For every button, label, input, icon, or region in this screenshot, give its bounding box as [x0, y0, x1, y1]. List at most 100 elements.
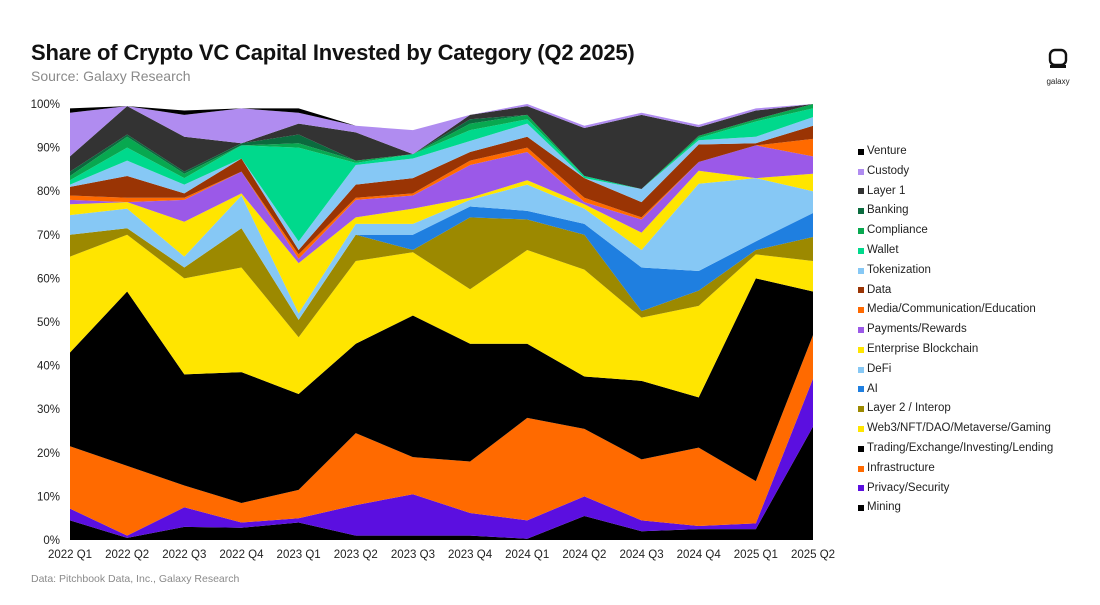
legend-swatch: [858, 327, 864, 334]
x-tick-label: 2024 Q4: [677, 549, 722, 561]
chart-title: Share of Crypto VC Capital Invested by C…: [31, 40, 635, 65]
legend-item-layer-2-interop: Layer 2 / Interop: [858, 399, 1053, 419]
legend-swatch: [858, 208, 864, 215]
x-tick-label: 2025 Q1: [734, 549, 778, 561]
x-tick-label: 2024 Q3: [619, 549, 663, 561]
area-series-ai: [70, 206, 813, 320]
legend-item-layer-1: Layer 1: [858, 182, 1053, 202]
legend-label: Media/Communication/Education: [867, 303, 1036, 316]
y-tick-label: 50%: [37, 317, 60, 329]
legend-item-enterprise-blockchain: Enterprise Blockchain: [858, 340, 1053, 360]
chart-subtitle: Source: Galaxy Research: [31, 68, 191, 84]
legend-swatch: [858, 148, 864, 155]
y-tick-label: 20%: [37, 448, 60, 460]
legend-swatch: [858, 307, 864, 314]
legend-swatch: [858, 366, 864, 373]
x-tick-label: 2023 Q2: [334, 549, 378, 561]
legend-swatch: [858, 465, 864, 472]
legend-item-venture: Venture: [858, 142, 1053, 162]
y-tick-label: 80%: [37, 186, 60, 198]
legend-swatch: [858, 228, 864, 235]
x-tick-label: 2022 Q1: [48, 549, 92, 561]
legend-swatch: [858, 267, 864, 274]
legend-swatch: [858, 168, 864, 175]
galaxy-logo: galaxy: [1038, 48, 1078, 86]
legend-label: AI: [867, 382, 878, 395]
area-series-layer-2-interop: [70, 217, 813, 338]
legend-label: Trading/Exchange/Investing/Lending: [867, 441, 1054, 454]
area-series-payments-rewards: [70, 145, 813, 264]
legend-item-custody: Custody: [858, 162, 1053, 182]
legend-swatch: [858, 406, 864, 413]
legend-label: Privacy/Security: [867, 481, 950, 494]
legend-item-media-communication-education: Media/Communication/Education: [858, 300, 1053, 320]
x-tick-label: 2022 Q3: [162, 549, 206, 561]
area-series-trading-exchange-investing-lending: [70, 278, 813, 503]
legend-label: Data: [867, 283, 892, 296]
x-tick-label: 2022 Q4: [219, 549, 264, 561]
legend-label: DeFi: [867, 362, 892, 375]
legend-swatch: [858, 426, 864, 433]
legend-item-web3-nft-dao-metaverse-gaming: Web3/NFT/DAO/Metaverse/Gaming: [858, 419, 1053, 439]
y-tick-label: 70%: [37, 230, 60, 242]
legend-label: Web3/NFT/DAO/Metaverse/Gaming: [867, 422, 1051, 435]
x-tick-label: 2025 Q2: [791, 549, 835, 561]
legend-label: Enterprise Blockchain: [867, 342, 979, 355]
x-tick-label: 2023 Q3: [391, 549, 435, 561]
legend-item-defi: DeFi: [858, 360, 1053, 380]
legend-item-data: Data: [858, 281, 1053, 301]
legend-label: Mining: [867, 501, 901, 514]
y-tick-label: 10%: [37, 491, 60, 503]
area-series-privacy-security: [70, 378, 813, 539]
y-tick-label: 100%: [31, 99, 60, 111]
galaxy-logo-icon: [1048, 48, 1068, 68]
legend-swatch: [858, 346, 864, 353]
legend-swatch: [858, 188, 864, 195]
legend-swatch: [858, 485, 864, 492]
legend-item-tokenization: Tokenization: [858, 261, 1053, 281]
legend-item-trading-exchange-investing-lending: Trading/Exchange/Investing/Lending: [858, 439, 1053, 459]
y-tick-label: 60%: [37, 273, 60, 285]
chart-legend: Venture Custody Layer 1 Banking Compliance Wa…: [858, 142, 1053, 518]
area-series-custody: [70, 104, 813, 157]
data-source-footnote: Data: Pitchbook Data, Inc., Galaxy Resea…: [31, 573, 240, 585]
legend-item-payments-rewards: Payments/Rewards: [858, 320, 1053, 340]
x-tick-label: 2024 Q2: [562, 549, 606, 561]
legend-item-wallet: Wallet: [858, 241, 1053, 261]
area-series-infrastructure: [70, 335, 813, 536]
x-tick-label: 2024 Q1: [505, 549, 549, 561]
x-tick-label: 2023 Q1: [277, 549, 321, 561]
legend-swatch: [858, 287, 864, 294]
y-tick-label: 0%: [43, 535, 60, 547]
legend-label: Infrastructure: [867, 461, 935, 474]
legend-swatch: [858, 505, 864, 512]
legend-label: Banking: [867, 204, 909, 217]
legend-label: Payments/Rewards: [867, 323, 967, 336]
y-tick-label: 30%: [37, 404, 60, 416]
area-series-defi: [70, 178, 813, 320]
area-series-data: [70, 125, 813, 255]
legend-item-infrastructure: Infrastructure: [858, 459, 1053, 479]
legend-item-mining: Mining: [858, 498, 1053, 518]
x-tick-label: 2022 Q2: [105, 549, 149, 561]
y-tick-label: 90%: [37, 143, 60, 155]
legend-item-ai: AI: [858, 380, 1053, 400]
legend-swatch: [858, 247, 864, 254]
legend-label: Layer 2 / Interop: [867, 402, 951, 415]
legend-label: Venture: [867, 145, 907, 157]
galaxy-logo-text: galaxy: [1046, 77, 1070, 86]
area-series-web3-nft-dao-metaverse-gaming: [70, 234, 813, 398]
legend-swatch: [858, 386, 864, 393]
legend-label: Layer 1: [867, 184, 906, 197]
y-tick-label: 40%: [37, 361, 60, 373]
legend-label: Custody: [867, 164, 910, 177]
legend-item-compliance: Compliance: [858, 221, 1053, 241]
area-series-layer-1: [70, 104, 813, 190]
legend-item-privacy-security: Privacy/Security: [858, 479, 1053, 499]
legend-label: Compliance: [867, 224, 928, 237]
legend-label: Wallet: [867, 243, 899, 256]
legend-label: Tokenization: [867, 263, 931, 276]
x-tick-label: 2023 Q4: [448, 549, 493, 561]
legend-swatch: [858, 445, 864, 452]
